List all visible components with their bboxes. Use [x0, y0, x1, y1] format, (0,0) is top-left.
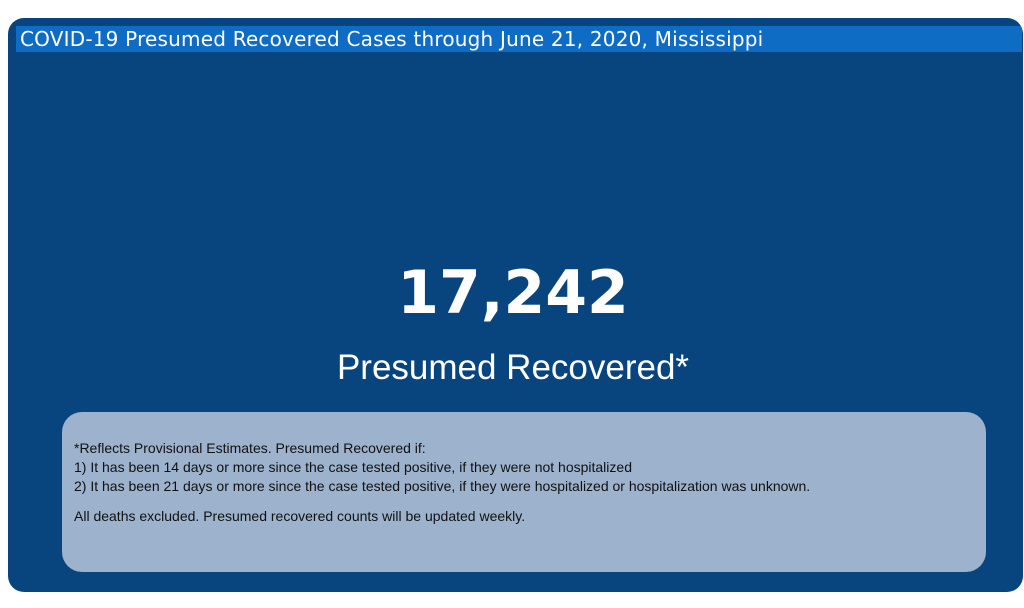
- card-title: COVID-19 Presumed Recovered Cases throug…: [16, 26, 1022, 52]
- footnote-line: 1) It has been 14 days or more since the…: [74, 459, 632, 475]
- footnote-box: *Reflects Provisional Estimates. Presume…: [62, 412, 986, 572]
- recovered-label: Presumed Recovered*: [336, 348, 690, 387]
- recovered-count: 17,242: [397, 258, 629, 328]
- recovered-card: COVID-19 Presumed Recovered Cases throug…: [8, 18, 1023, 592]
- footnote-line: *Reflects Provisional Estimates. Presume…: [74, 440, 426, 456]
- footnote-line: 2) It has been 21 days or more since the…: [74, 478, 811, 494]
- footnote-summary: All deaths excluded. Presumed recovered …: [74, 508, 526, 524]
